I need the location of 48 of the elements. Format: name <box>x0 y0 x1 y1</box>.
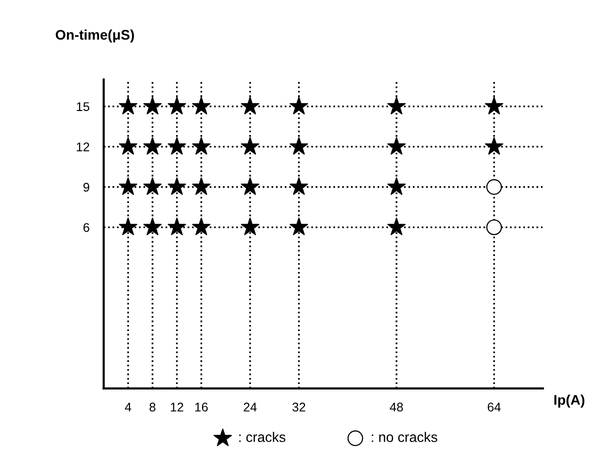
point <box>192 218 210 236</box>
point <box>486 179 502 195</box>
x-tick-label: 64 <box>488 402 501 412</box>
x-tick-label: 8 <box>150 402 156 412</box>
point <box>192 137 210 155</box>
y-tick-label: 15 <box>76 102 90 112</box>
point <box>143 96 162 114</box>
x-tick-label: 32 <box>292 402 306 412</box>
point <box>168 218 186 236</box>
point <box>486 219 502 236</box>
x-tick-label: 4 <box>124 402 132 412</box>
point <box>143 177 162 195</box>
point <box>387 137 406 155</box>
point <box>118 137 138 155</box>
point <box>143 218 162 236</box>
x-tick-label: 12 <box>170 402 184 412</box>
point <box>240 96 260 114</box>
x-tick-label: 24 <box>244 402 257 412</box>
point <box>484 137 504 155</box>
point <box>387 96 406 114</box>
point <box>290 96 308 114</box>
x-tick-label: 48 <box>390 402 403 412</box>
legend-label: : no cracks <box>372 432 438 442</box>
point <box>240 177 260 195</box>
point <box>118 218 138 236</box>
x-axis-title: Ip(A) <box>554 394 584 408</box>
point <box>290 177 308 195</box>
y-tick-label: 6 <box>83 223 90 232</box>
legend-label: : cracks <box>239 432 286 442</box>
y-axis-title: On-time(μS) <box>56 30 134 42</box>
point <box>118 96 138 114</box>
point <box>240 137 260 155</box>
point <box>387 218 406 236</box>
point <box>484 96 504 114</box>
point <box>192 177 210 195</box>
point <box>168 177 186 195</box>
x-tick-label: 16 <box>195 402 208 412</box>
point <box>290 218 308 236</box>
y-tick-label: 9 <box>83 182 90 192</box>
point <box>290 137 308 155</box>
point <box>168 96 186 114</box>
y-tick-label: 12 <box>76 142 90 152</box>
point <box>118 177 138 195</box>
point <box>387 177 406 195</box>
point <box>192 96 210 114</box>
point <box>168 137 186 155</box>
point <box>143 137 162 155</box>
point <box>240 218 260 236</box>
